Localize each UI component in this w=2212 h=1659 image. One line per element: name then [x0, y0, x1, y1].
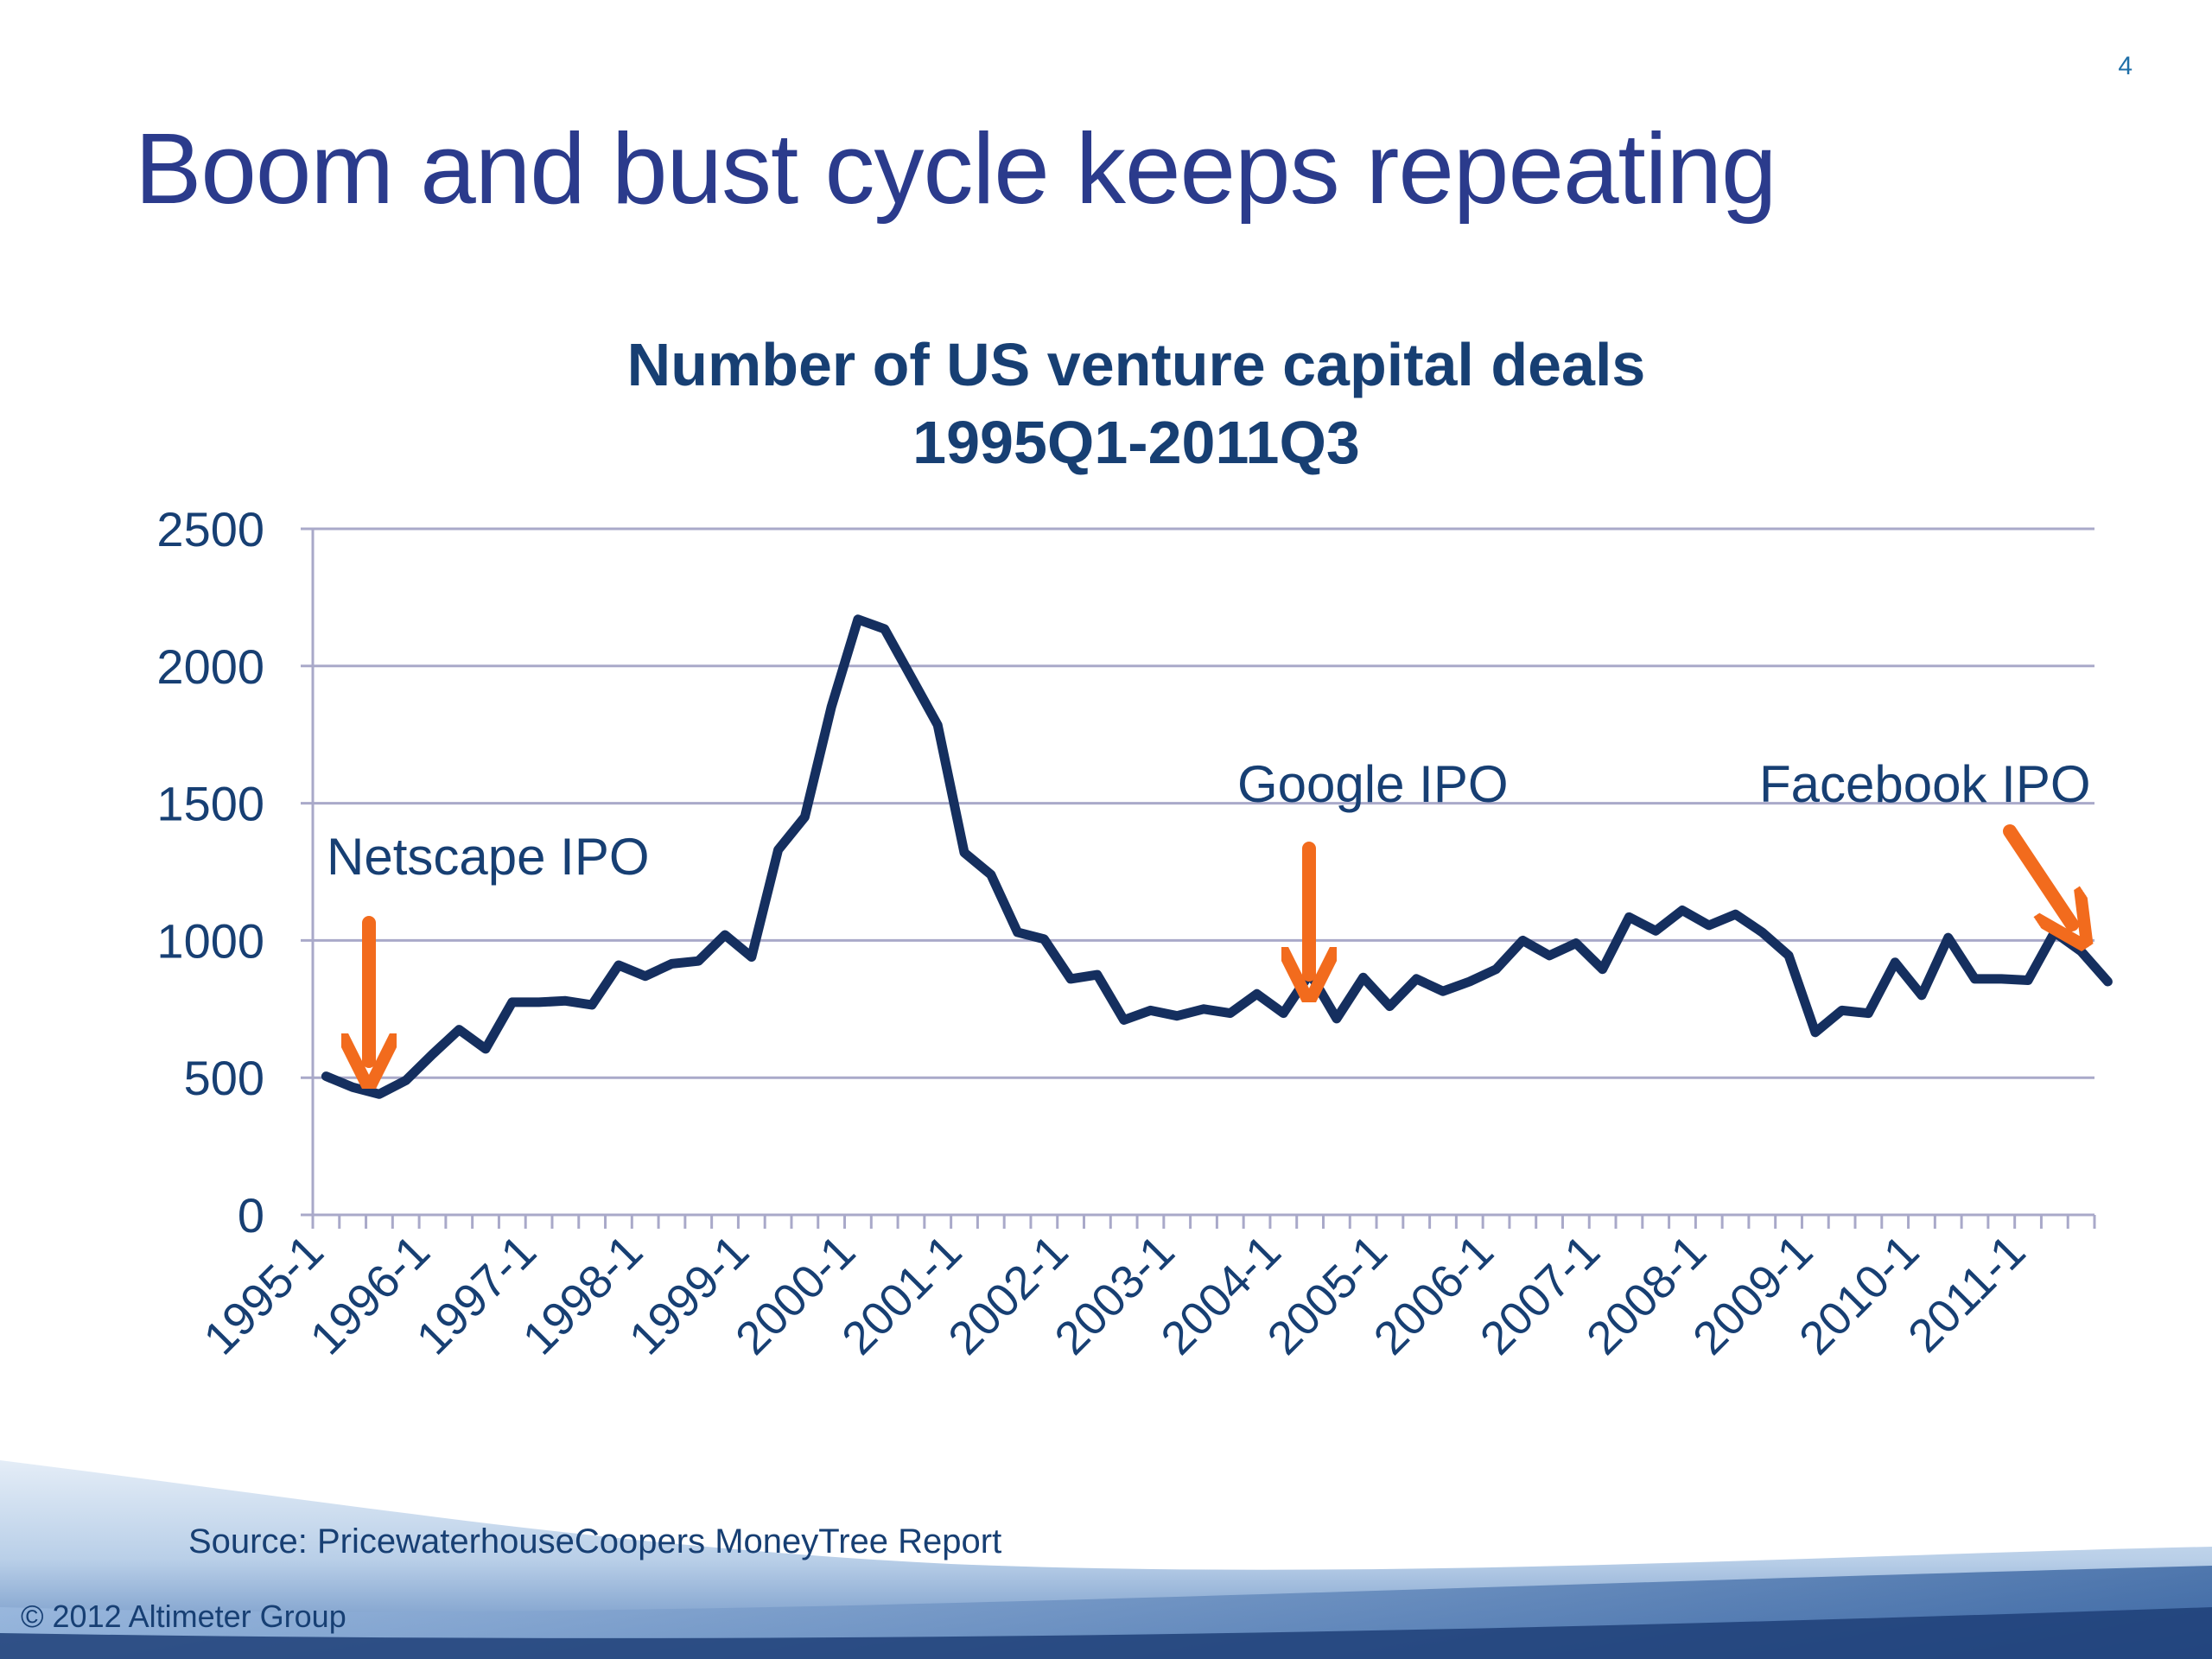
data-point [1920, 994, 1923, 996]
data-point [750, 956, 753, 958]
data-point [1176, 1014, 1179, 1017]
data-point [989, 874, 992, 876]
data-point [458, 1028, 461, 1031]
data-point [511, 1001, 513, 1003]
y-tick-label: 2000 [156, 639, 264, 694]
data-point [1468, 981, 1471, 983]
data-point [325, 1075, 327, 1077]
data-point [537, 1001, 540, 1003]
data-point [2107, 981, 2109, 983]
data-point [1894, 961, 1897, 963]
data-point [1149, 1009, 1152, 1012]
data-point [1096, 974, 1098, 976]
data-point [617, 963, 620, 966]
data-point [1814, 1031, 1816, 1033]
data-point [830, 706, 833, 709]
series-deals [321, 614, 2113, 1099]
data-point [1655, 930, 1657, 932]
data-point [1070, 977, 1072, 980]
annotation-label: Google IPO [1237, 755, 1509, 813]
data-point [1522, 939, 1524, 942]
gridlines [301, 527, 2094, 1079]
data-point [485, 1047, 487, 1050]
series-line [321, 614, 2113, 1099]
data-point [883, 627, 886, 630]
source-note: Source: PricewaterhouseCoopers MoneyTree… [188, 1522, 1002, 1560]
data-point [1203, 1007, 1205, 1010]
data-point [1441, 990, 1444, 993]
data-point [2027, 979, 2030, 982]
data-point [1761, 931, 1764, 933]
y-tick-label: 0 [238, 1188, 264, 1243]
page-number: 4 [2118, 52, 2133, 80]
annotation: Google IPO [1237, 755, 1509, 975]
annotation: Netscape IPO [327, 828, 650, 1061]
data-point [1574, 942, 1577, 944]
data-point [724, 934, 727, 937]
data-point [1415, 977, 1418, 980]
data-point [1734, 913, 1737, 916]
data-point [1282, 1012, 1285, 1014]
annotation-label: Facebook IPO [1759, 755, 2091, 813]
data-point [2000, 977, 2003, 980]
data-point [1548, 954, 1551, 957]
data-point [1974, 977, 1976, 980]
data-point [804, 816, 806, 818]
y-tick-label: 500 [184, 1051, 264, 1105]
annotations: Netscape IPO Google IPO Facebook IPO [327, 755, 2091, 1061]
y-tick-label: 1000 [156, 913, 264, 968]
data-point [1043, 938, 1046, 940]
copyright: © 2012 Altimeter Group [21, 1599, 346, 1634]
data-point [937, 724, 939, 727]
data-point [1947, 937, 1949, 939]
chart-subtitle: 1995Q1-2011Q3 [912, 409, 1360, 476]
annotation-arrow [2003, 824, 2072, 925]
chart-title: Number of US venture capital deals [626, 331, 1646, 398]
data-point [1362, 976, 1364, 979]
data-point [1255, 993, 1258, 995]
data-point [856, 618, 859, 620]
y-tick-label: 2500 [156, 502, 264, 556]
data-point [431, 1053, 434, 1056]
data-point [777, 849, 779, 851]
data-point [644, 975, 646, 977]
annotation-label: Netscape IPO [327, 828, 650, 886]
data-point [404, 1079, 407, 1082]
data-point [671, 963, 673, 965]
data-point [378, 1093, 380, 1096]
data-point [564, 1000, 567, 1002]
data-point [697, 960, 700, 963]
data-point [1122, 1019, 1125, 1021]
data-point [910, 676, 912, 678]
annotation: Facebook IPO [1759, 755, 2091, 925]
data-point [591, 1004, 594, 1007]
data-point [1628, 916, 1630, 918]
data-point [963, 851, 966, 854]
data-point [1681, 909, 1683, 912]
data-point [1601, 968, 1604, 970]
data-point [1867, 1012, 1870, 1014]
data-point [1788, 954, 1790, 957]
data-point [1229, 1012, 1231, 1014]
data-point [1707, 924, 1710, 926]
data-point [1016, 931, 1019, 933]
data-point [1840, 1009, 1843, 1012]
data-point [1389, 1005, 1391, 1007]
y-tick-label: 1500 [156, 777, 264, 831]
data-point [1495, 968, 1497, 970]
slide-title: Boom and bust cycle keeps repeating [135, 112, 1777, 225]
data-point [1335, 1017, 1338, 1020]
axes [301, 529, 2096, 1229]
y-axis-ticks: 0 500 1000 1500 2000 2500 [156, 502, 264, 1243]
